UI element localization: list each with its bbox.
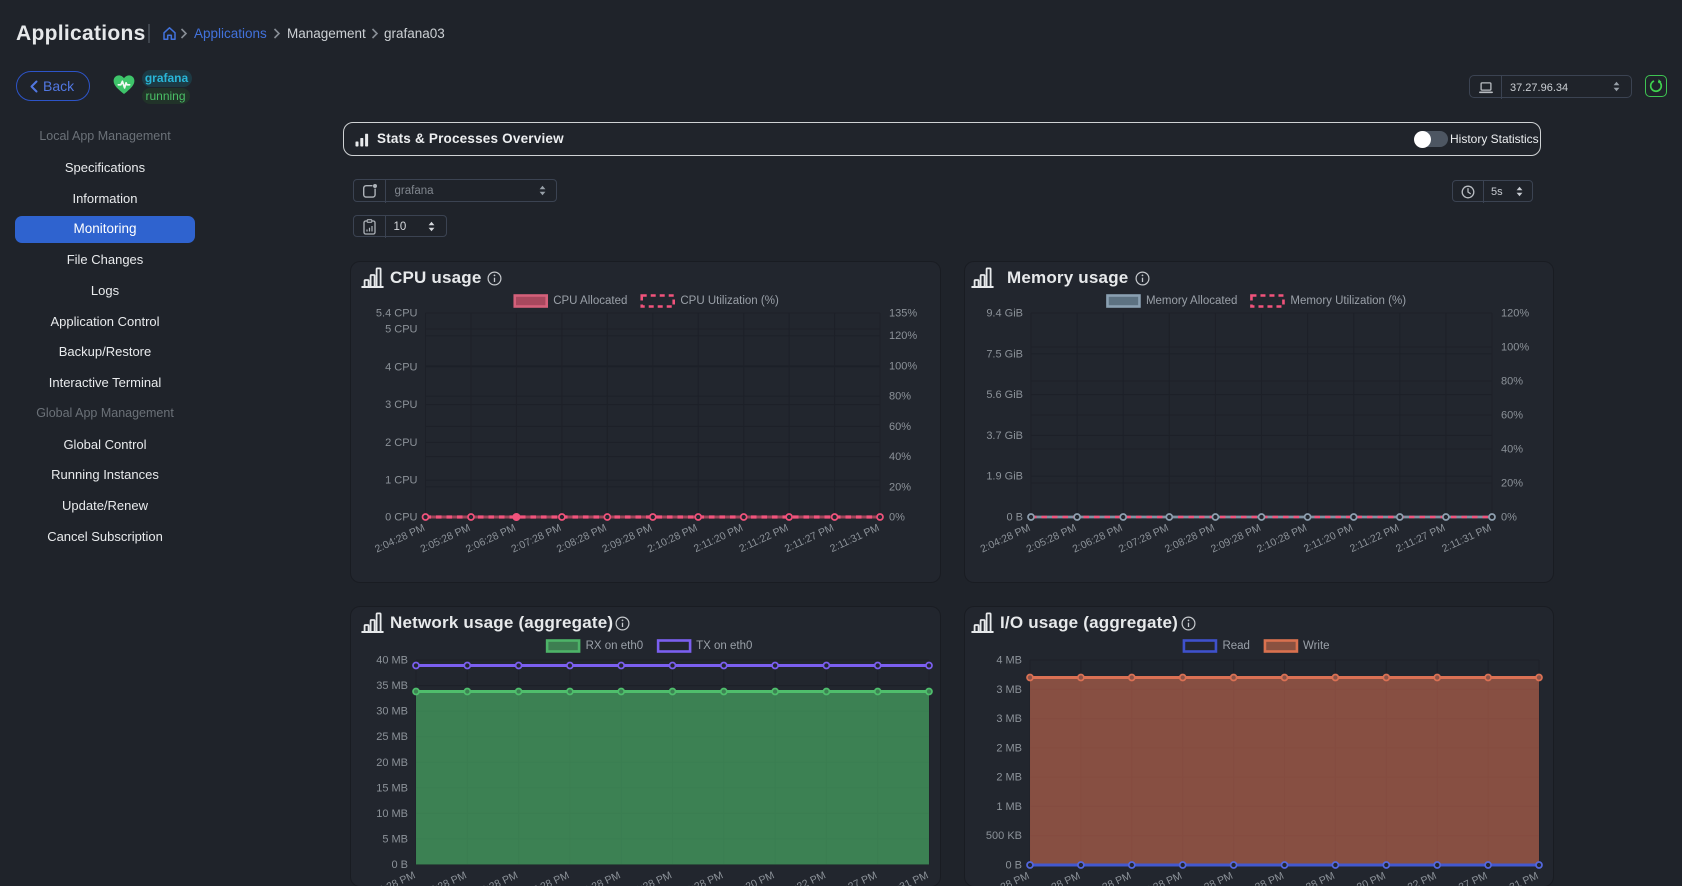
svg-text:10 MB: 10 MB (376, 808, 408, 820)
svg-text:2:09:28 PM: 2:09:28 PM (1232, 870, 1286, 886)
svg-text:2:10:28 PM: 2:10:28 PM (1283, 870, 1337, 886)
svg-text:2:04:28 PM: 2:04:28 PM (978, 870, 1032, 886)
svg-text:2:05:28 PM: 2:05:28 PM (1025, 522, 1079, 556)
svg-text:30 MB: 30 MB (376, 706, 408, 718)
svg-text:4 MB: 4 MB (996, 655, 1022, 667)
svg-text:2:07:28 PM: 2:07:28 PM (1130, 870, 1184, 886)
svg-text:2:11:22 PM: 2:11:22 PM (737, 522, 790, 555)
svg-text:5 CPU: 5 CPU (385, 324, 417, 336)
svg-text:2:05:28 PM: 2:05:28 PM (419, 522, 473, 556)
svg-text:2:07:28 PM: 2:07:28 PM (1117, 522, 1171, 556)
svg-text:2:11:27 PM: 2:11:27 PM (826, 869, 879, 886)
svg-text:20%: 20% (889, 481, 911, 493)
svg-text:9.4 GiB: 9.4 GiB (986, 308, 1023, 320)
svg-text:5 MB: 5 MB (382, 833, 408, 845)
svg-text:20 MB: 20 MB (376, 757, 408, 769)
svg-text:2:11:27 PM: 2:11:27 PM (1394, 522, 1447, 555)
svg-text:2 MB: 2 MB (996, 742, 1022, 754)
svg-text:15 MB: 15 MB (376, 782, 408, 794)
svg-text:20%: 20% (1501, 478, 1523, 490)
svg-text:2:05:28 PM: 2:05:28 PM (415, 869, 469, 886)
svg-text:60%: 60% (1501, 410, 1523, 422)
svg-text:2:11:31 PM: 2:11:31 PM (1487, 870, 1540, 886)
svg-text:40 MB: 40 MB (376, 655, 408, 667)
svg-text:3 CPU: 3 CPU (385, 399, 417, 411)
svg-text:2:11:20 PM: 2:11:20 PM (1335, 870, 1388, 886)
svg-text:2 MB: 2 MB (996, 772, 1022, 784)
svg-text:2:08:28 PM: 2:08:28 PM (1163, 522, 1217, 556)
svg-text:2:11:20 PM: 2:11:20 PM (1302, 522, 1355, 555)
svg-text:2:11:31 PM: 2:11:31 PM (1440, 522, 1493, 555)
svg-text:2:11:27 PM: 2:11:27 PM (783, 522, 836, 555)
svg-text:2:11:20 PM: 2:11:20 PM (723, 869, 776, 886)
svg-text:2:11:31 PM: 2:11:31 PM (828, 522, 881, 555)
svg-text:3 MB: 3 MB (996, 713, 1022, 725)
svg-text:2 CPU: 2 CPU (385, 437, 417, 449)
svg-text:135%: 135% (889, 308, 917, 320)
svg-text:2:08:28 PM: 2:08:28 PM (569, 869, 623, 886)
svg-text:80%: 80% (1501, 376, 1523, 388)
svg-text:5.4 CPU: 5.4 CPU (376, 308, 418, 320)
svg-text:0 B: 0 B (1005, 860, 1022, 872)
svg-text:2:05:28 PM: 2:05:28 PM (1028, 870, 1082, 886)
svg-text:0%: 0% (1501, 512, 1517, 524)
svg-text:2:07:28 PM: 2:07:28 PM (517, 869, 571, 886)
svg-text:0%: 0% (889, 512, 905, 524)
svg-text:60%: 60% (889, 421, 911, 433)
svg-text:2:06:28 PM: 2:06:28 PM (1071, 522, 1125, 556)
svg-text:2:04:28 PM: 2:04:28 PM (979, 522, 1033, 556)
svg-text:3 MB: 3 MB (996, 684, 1022, 696)
svg-text:1 CPU: 1 CPU (385, 475, 417, 487)
svg-text:2:11:22 PM: 2:11:22 PM (775, 869, 828, 886)
svg-text:2:11:22 PM: 2:11:22 PM (1348, 522, 1401, 555)
svg-text:100%: 100% (1501, 342, 1529, 354)
svg-text:2:10:28 PM: 2:10:28 PM (646, 522, 700, 556)
svg-text:2:08:28 PM: 2:08:28 PM (1181, 870, 1235, 886)
svg-text:120%: 120% (889, 330, 917, 342)
svg-text:2:11:22 PM: 2:11:22 PM (1385, 870, 1438, 886)
svg-text:2:09:28 PM: 2:09:28 PM (1209, 522, 1263, 556)
svg-text:2:10:28 PM: 2:10:28 PM (671, 869, 725, 886)
svg-text:2:04:28 PM: 2:04:28 PM (364, 869, 418, 886)
svg-text:2:07:28 PM: 2:07:28 PM (509, 522, 563, 556)
svg-text:100%: 100% (889, 360, 917, 372)
svg-text:2:04:28 PM: 2:04:28 PM (373, 522, 427, 556)
svg-text:120%: 120% (1501, 308, 1529, 320)
svg-text:2:11:27 PM: 2:11:27 PM (1436, 870, 1489, 886)
svg-text:0 B: 0 B (391, 859, 408, 871)
svg-text:1 MB: 1 MB (996, 801, 1022, 813)
svg-text:2:08:28 PM: 2:08:28 PM (555, 522, 609, 556)
svg-text:3.7 GiB: 3.7 GiB (986, 430, 1023, 442)
svg-text:35 MB: 35 MB (376, 680, 408, 692)
svg-text:2:06:28 PM: 2:06:28 PM (1079, 870, 1133, 886)
svg-text:40%: 40% (889, 451, 911, 463)
svg-text:2:09:28 PM: 2:09:28 PM (620, 869, 674, 886)
svg-text:1.9 GiB: 1.9 GiB (986, 471, 1023, 483)
svg-text:0 B: 0 B (1006, 512, 1023, 524)
svg-text:2:09:28 PM: 2:09:28 PM (600, 522, 654, 556)
svg-text:2:06:28 PM: 2:06:28 PM (466, 869, 520, 886)
svg-text:2:11:31 PM: 2:11:31 PM (877, 869, 930, 886)
svg-text:5.6 GiB: 5.6 GiB (986, 389, 1023, 401)
svg-text:500 KB: 500 KB (986, 830, 1022, 842)
svg-text:2:10:28 PM: 2:10:28 PM (1255, 522, 1309, 556)
svg-text:40%: 40% (1501, 444, 1523, 456)
svg-text:2:06:28 PM: 2:06:28 PM (464, 522, 518, 556)
svg-text:4 CPU: 4 CPU (385, 361, 417, 373)
svg-text:7.5 GiB: 7.5 GiB (986, 348, 1023, 360)
svg-text:80%: 80% (889, 391, 911, 403)
svg-text:2:11:20 PM: 2:11:20 PM (692, 522, 745, 555)
svg-text:25 MB: 25 MB (376, 731, 408, 743)
svg-text:0 CPU: 0 CPU (385, 512, 417, 524)
